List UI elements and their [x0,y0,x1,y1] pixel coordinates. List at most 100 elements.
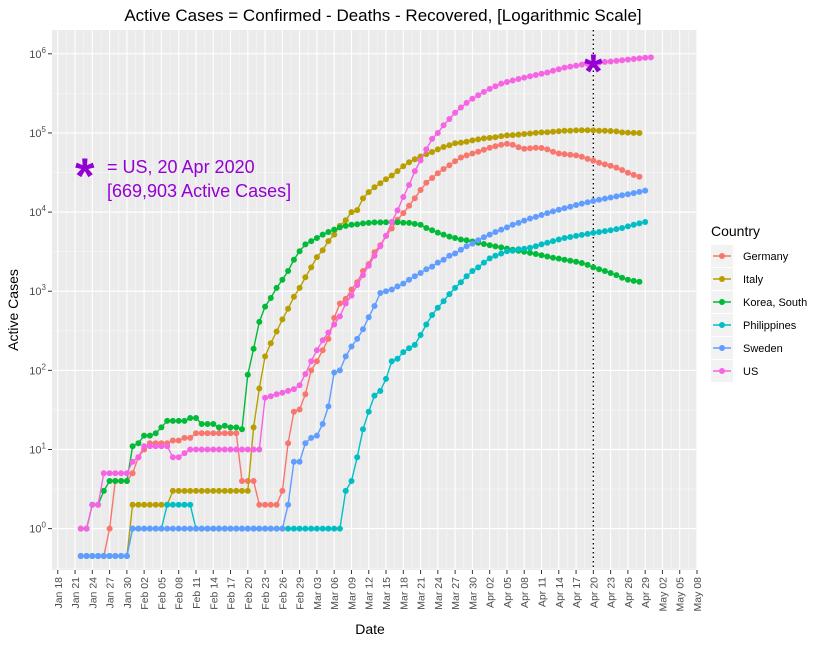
data-point [175,501,182,508]
data-point [555,255,562,262]
x-tick-label: May 05 [675,577,687,612]
data-point [383,219,389,226]
data-point [77,525,84,532]
x-tick-label: Apr 26 [623,577,635,608]
data-point [169,525,176,532]
data-point [123,553,130,559]
data-point [181,487,188,494]
data-point [567,63,574,70]
data-point [181,501,188,508]
data-point [256,385,263,392]
data-point [613,193,620,200]
data-point [550,238,556,245]
data-point [244,371,251,378]
data-point [331,231,338,238]
data-point [532,144,539,151]
data-point [106,470,113,477]
data-point [434,130,441,136]
data-point [308,264,315,271]
data-point [440,144,447,150]
x-tick-label: May 08 [692,577,704,612]
data-point [475,92,482,99]
data-point [118,478,125,484]
data-point [613,272,620,279]
data-point [434,170,441,177]
data-point [555,66,562,73]
data-point [95,553,102,559]
data-point [164,501,171,508]
data-point [216,446,222,453]
y-axis: 100 101 102 103 104 105 106 [29,46,52,536]
x-tick-label: Feb 17 [226,577,238,610]
data-point [429,263,436,270]
data-point [509,132,516,139]
data-point [204,525,211,532]
data-point [187,415,194,421]
data-point [624,276,631,283]
x-tick-label: Apr 08 [519,577,531,608]
data-point [169,437,176,444]
data-point [532,129,539,136]
data-point [452,284,459,291]
data-point [227,487,234,494]
data-point [181,525,188,532]
data-point [342,353,349,360]
data-point [538,212,545,218]
data-point [561,205,568,212]
data-point [538,241,545,248]
data-point [480,259,487,266]
data-point [262,394,269,401]
data-point [457,246,464,253]
x-tick-label: Apr 29 [640,577,652,608]
data-point [457,139,464,146]
data-point [561,151,568,158]
data-point [354,454,361,461]
data-point [584,261,591,268]
x-tick-label: Feb 11 [191,577,203,609]
data-point [169,454,176,461]
data-point [250,446,257,453]
x-tick-label: Jan 27 [105,577,117,609]
data-point [383,232,389,239]
data-point [169,417,176,424]
data-point [152,501,159,508]
data-point [400,349,407,356]
data-point [417,270,424,276]
series-us [77,54,654,532]
data-point [348,221,355,228]
data-point [296,248,303,255]
data-point [400,163,407,170]
legend-key-point [719,322,725,328]
data-point [509,77,516,84]
data-point [590,198,597,204]
data-point [452,235,459,241]
data-point [181,450,188,457]
data-point [187,501,194,508]
data-point [394,168,401,175]
data-point [440,231,447,238]
data-point [342,487,349,494]
data-point [486,231,493,238]
x-tick-label: Feb 29 [295,577,307,610]
data-point [193,487,199,494]
data-point [440,256,447,263]
data-point [273,525,280,532]
data-point [285,501,292,508]
data-point [204,446,211,453]
legend-label: Germany [743,251,789,263]
data-point [596,196,603,203]
data-point [452,109,459,116]
data-point [498,244,505,251]
data-point [227,525,234,532]
data-point [578,231,585,238]
x-tick-label: Feb 26 [277,577,289,610]
legend-key-point [719,299,725,305]
data-point [613,57,620,64]
data-point [463,273,470,280]
data-point [152,443,159,450]
data-point [590,127,597,134]
data-point [365,262,372,269]
data-point [601,58,608,65]
data-point [308,434,315,441]
data-point [636,220,643,227]
